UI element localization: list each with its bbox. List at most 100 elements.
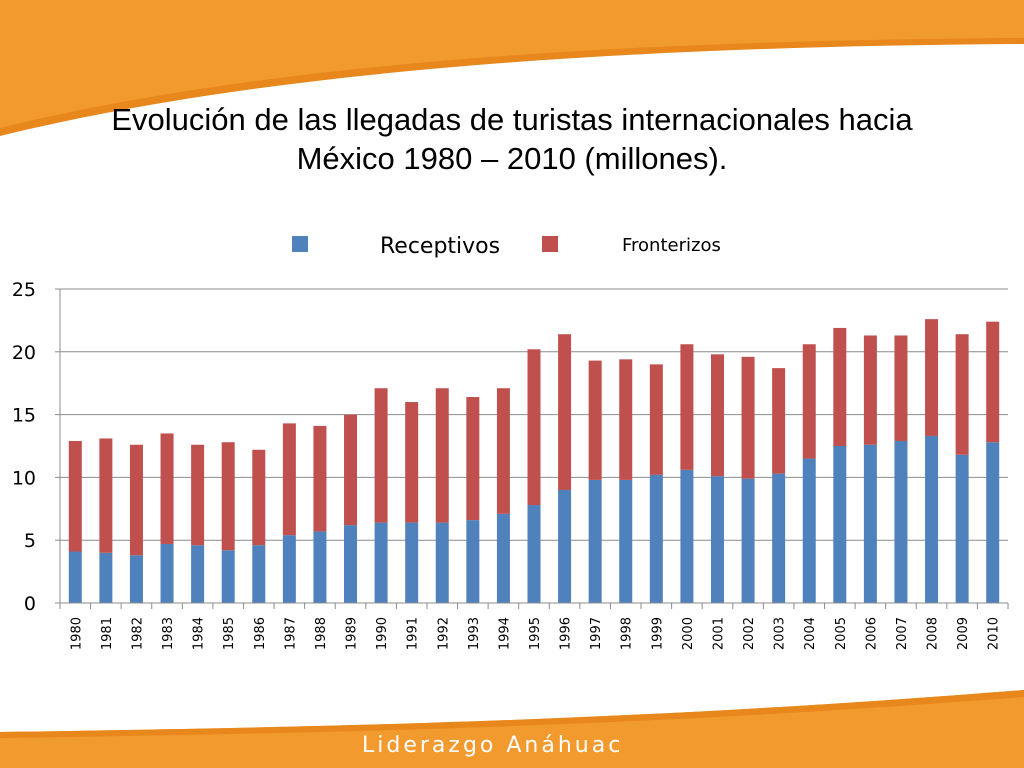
- bar-receptivos-1999: [649, 474, 663, 603]
- bar-receptivos-2010: [986, 442, 1000, 603]
- bar-receptivos-1989: [344, 525, 358, 603]
- bar-receptivos-1993: [466, 520, 480, 603]
- bar-fronterizos-1994: [496, 388, 510, 514]
- x-tick-label: 2007: [895, 617, 910, 650]
- x-tick-label: 1990: [375, 617, 390, 650]
- bar-receptivos-1988: [313, 531, 327, 603]
- bar-fronterizos-1981: [99, 438, 113, 553]
- x-tick-label: 1985: [222, 617, 237, 650]
- bar-fronterizos-1986: [252, 449, 266, 546]
- y-tick-label: 20: [12, 342, 36, 364]
- bar-receptivos-1990: [374, 522, 388, 603]
- x-tick-label: 1988: [314, 617, 329, 650]
- bar-fronterizos-2009: [955, 334, 969, 455]
- chart-title-line-2: México 1980 – 2010 (millones).: [296, 141, 728, 176]
- bar-fronterizos-2004: [802, 344, 816, 459]
- x-tick-label: 2006: [864, 617, 879, 650]
- bar-receptivos-2000: [680, 469, 694, 603]
- bar-receptivos-1982: [129, 555, 143, 603]
- x-tick-label: 1984: [192, 617, 207, 650]
- x-tick-label: 1999: [650, 617, 665, 650]
- x-tick-label: 1995: [528, 617, 543, 650]
- chart-title: Evolución de las llegadas de turistas in…: [40, 100, 984, 178]
- legend-swatch-receptivos: [292, 236, 308, 252]
- bar-receptivos-2004: [802, 458, 816, 603]
- bar-receptivos-2002: [741, 478, 755, 603]
- bar-receptivos-1987: [282, 535, 296, 603]
- chart-bars: [68, 319, 1000, 603]
- legend-label-receptivos: Receptivos: [380, 234, 500, 259]
- bar-receptivos-1986: [252, 545, 266, 603]
- bar-receptivos-1991: [405, 522, 419, 603]
- x-tick-label: 2000: [681, 617, 696, 650]
- bar-fronterizos-1990: [374, 388, 388, 523]
- x-tick-label: 1997: [589, 617, 604, 650]
- bar-receptivos-2007: [894, 440, 908, 603]
- bar-receptivos-1980: [68, 551, 82, 603]
- bar-fronterizos-1984: [191, 444, 205, 546]
- bar-fronterizos-1982: [129, 444, 143, 556]
- bar-fronterizos-1983: [160, 433, 174, 544]
- bar-fronterizos-2000: [680, 344, 694, 470]
- bar-fronterizos-1980: [68, 440, 82, 552]
- y-tick-label: 25: [12, 279, 36, 301]
- x-tick-label: 1987: [283, 617, 298, 650]
- bar-fronterizos-2007: [894, 335, 908, 441]
- x-tick-label: 1994: [497, 617, 512, 650]
- x-tick-label: 1981: [100, 617, 115, 650]
- bar-receptivos-1998: [619, 479, 633, 603]
- x-tick-label: 2001: [711, 617, 726, 650]
- bar-receptivos-1996: [558, 489, 572, 603]
- bar-fronterizos-2003: [772, 368, 786, 474]
- bar-receptivos-1981: [99, 552, 113, 603]
- top-orange-swoosh: [0, 0, 1024, 135]
- x-tick-label: 2004: [803, 617, 818, 650]
- bar-receptivos-1983: [160, 543, 174, 603]
- bar-fronterizos-2005: [833, 327, 847, 446]
- x-tick-label: 1992: [436, 617, 451, 650]
- bar-fronterizos-1995: [527, 349, 541, 506]
- chart-legend: Receptivos Fronterizos: [292, 234, 721, 259]
- bar-fronterizos-1989: [344, 414, 358, 526]
- bar-receptivos-2003: [772, 473, 786, 603]
- bar-fronterizos-2010: [986, 321, 1000, 443]
- footer-brand-logo-text: Liderazgo Anáhuac: [362, 733, 624, 758]
- bar-fronterizos-1987: [282, 423, 296, 536]
- bar-fronterizos-1991: [405, 402, 419, 523]
- bar-fronterizos-1998: [619, 359, 633, 480]
- top-orange-swoosh-edge: [0, 38, 1024, 136]
- bar-receptivos-1995: [527, 505, 541, 603]
- x-axis: 1980 1981 1982 1983 1984 1985 1986 1987 1988 1989…: [59, 602, 1009, 650]
- bottom-orange-band-edge: [0, 690, 1024, 738]
- bar-fronterizos-2008: [925, 319, 939, 436]
- x-tick-label: 2009: [956, 617, 971, 650]
- x-tick-label: 1998: [620, 617, 635, 650]
- y-tick-label: 15: [12, 405, 36, 427]
- bar-fronterizos-1996: [558, 334, 572, 490]
- x-tick-label: 1996: [559, 617, 574, 650]
- x-tick-label: 2010: [987, 617, 1002, 650]
- bar-fronterizos-2006: [863, 335, 877, 445]
- bar-receptivos-1994: [496, 513, 510, 603]
- bar-receptivos-1997: [588, 479, 602, 603]
- y-tick-label: 5: [24, 530, 36, 552]
- x-tick-label: 1982: [130, 617, 145, 650]
- bar-fronterizos-1985: [221, 442, 235, 551]
- bar-fronterizos-1992: [435, 388, 449, 523]
- x-tick-label: 1980: [69, 617, 84, 650]
- x-tick-label: 2005: [834, 617, 849, 650]
- bar-receptivos-2009: [955, 454, 969, 603]
- bar-fronterizos-2001: [710, 354, 724, 477]
- bar-receptivos-2005: [833, 446, 847, 603]
- x-tick-label: 2008: [926, 617, 941, 650]
- bar-receptivos-2001: [710, 476, 724, 603]
- bar-fronterizos-1997: [588, 360, 602, 480]
- legend-label-fronterizos: Fronterizos: [622, 235, 721, 256]
- x-tick-label: 1983: [161, 617, 176, 650]
- x-tick-label: 2003: [773, 617, 788, 650]
- chart-title-line-1: Evolución de las llegadas de turistas in…: [111, 102, 913, 137]
- bar-receptivos-1985: [221, 550, 235, 603]
- y-tick-label: 10: [12, 467, 36, 489]
